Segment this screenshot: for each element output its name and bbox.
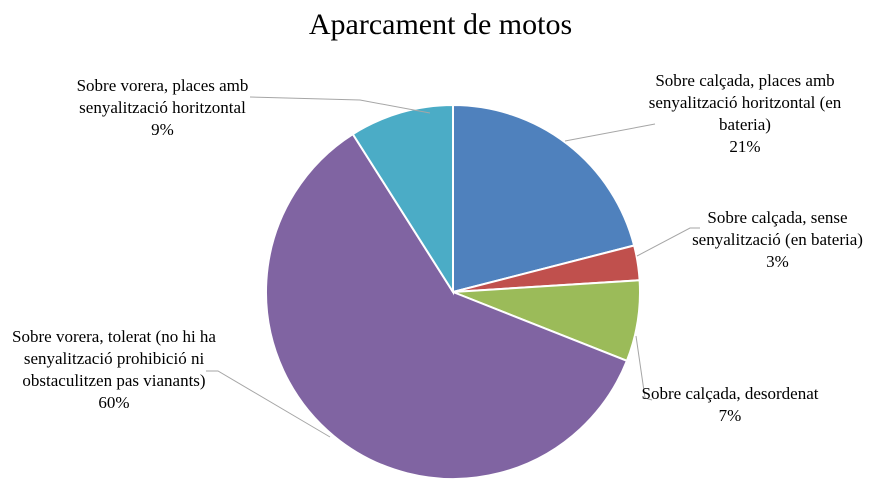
category-label: Sobre vorera, tolerat (no hi ha senyalit… [12, 327, 216, 390]
leader-line [249, 96, 431, 114]
category-label: Sobre calçada, places amb senyalització … [648, 71, 842, 134]
pie-slice [351, 103, 454, 296]
leader-line [636, 227, 700, 257]
leader-line [206, 370, 331, 438]
slice-label: Sobre vorera, places amb senyalització h… [55, 75, 270, 141]
slice-label: Sobre vorera, tolerat (no hi ha senyalit… [4, 326, 224, 414]
pie-slice [265, 132, 629, 479]
slice-label: Sobre calçada, sense senyalització (en b… [690, 207, 865, 273]
slice-label: Sobre calçada, places amb senyalització … [640, 70, 850, 158]
category-label: Sobre calçada, sense senyalització (en b… [692, 208, 863, 249]
leader-line [564, 123, 656, 142]
value-label: 21% [729, 137, 761, 156]
pie-slice [452, 103, 636, 294]
chart-title: Aparcament de motos [308, 8, 573, 41]
value-label: 60% [98, 393, 130, 412]
slice-label: Sobre calçada, desordenat 7% [640, 383, 820, 427]
category-label: Sobre vorera, places amb senyalització h… [76, 76, 249, 117]
value-label: 3% [766, 252, 789, 271]
leader-line [635, 335, 653, 401]
category-label: Sobre calçada, desordenat [641, 384, 819, 403]
value-label: 9% [151, 120, 174, 139]
value-label: 7% [718, 406, 742, 425]
